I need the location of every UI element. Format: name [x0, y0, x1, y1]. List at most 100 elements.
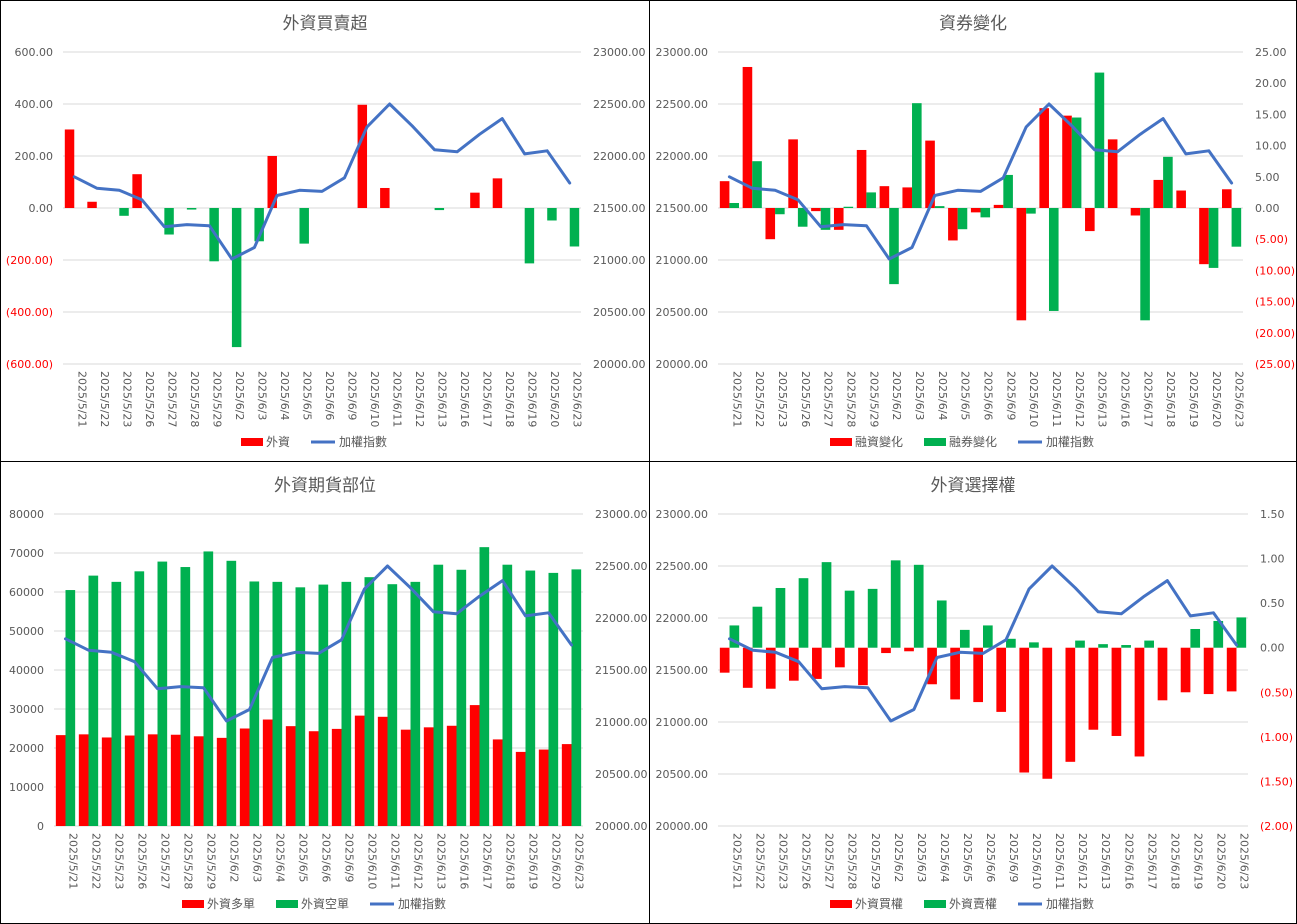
legend-label: 外資賣權	[949, 896, 997, 911]
bar	[423, 727, 434, 826]
bar	[1231, 208, 1242, 247]
foreign-net-buy-chart: 外資買賣超 (600.00) (400.00) (200.00) 0.00 200.00 4…	[0, 0, 650, 462]
bar	[134, 571, 145, 826]
right-axis-tick-label: 23000.00	[595, 508, 648, 521]
legend-bar-swatch	[241, 438, 263, 446]
legend-bar-swatch	[276, 900, 298, 908]
bar	[1199, 208, 1209, 265]
bar	[1157, 647, 1168, 701]
left-axis-tick-label: 20500.00	[656, 768, 709, 781]
legend-bar-swatch	[924, 438, 946, 446]
right-axis-tick-label: 0.00	[1255, 202, 1280, 215]
foreign-options-svg: 外資選擇權 20000.00 20500.00 21000.00 21500.00 220…	[656, 476, 1294, 911]
left-axis-tick-label: 22000.00	[656, 612, 709, 625]
right-axis-tick-label: 0.00	[1260, 642, 1285, 655]
legend-label: 加權指數	[1046, 434, 1094, 449]
legend: 融資變化 融券變化 加權指數	[830, 434, 1094, 449]
bar	[844, 590, 855, 648]
bar	[1062, 115, 1072, 208]
bar	[88, 575, 99, 826]
bar	[1176, 190, 1186, 208]
bar	[996, 647, 1007, 712]
legend-label: 外資空單	[301, 897, 349, 911]
left-axis-tick-label: 400.00	[15, 98, 54, 111]
bar	[87, 201, 97, 208]
bar	[524, 208, 535, 264]
date-tick-label: 2025/6/13	[1096, 371, 1109, 427]
date-tick-label: 2025/5/23	[777, 833, 790, 889]
legend-label: 外資	[266, 435, 290, 449]
bar	[752, 606, 763, 648]
left-axis-tick-label: 0.00	[29, 202, 54, 215]
date-tick-label: 2025/5/23	[120, 371, 133, 427]
right-axis-tick-label: 20.00	[1255, 77, 1287, 90]
bar	[904, 647, 914, 652]
bar	[193, 736, 204, 826]
bar	[525, 570, 536, 826]
bar	[502, 564, 513, 826]
bar	[1111, 647, 1122, 736]
left-axis-tick-label: 600.00	[15, 46, 54, 59]
bar	[993, 204, 1004, 208]
bar	[285, 726, 296, 826]
bar	[1075, 640, 1085, 648]
date-tick-label: 2025/5/28	[182, 833, 195, 889]
legend-bar-swatch	[924, 900, 946, 908]
date-tick-label: 2025/6/5	[961, 833, 974, 882]
bar	[934, 206, 945, 208]
bar	[1003, 174, 1013, 208]
date-tick-label: 2025/6/13	[436, 371, 449, 427]
date-tick-label: 2025/6/9	[1007, 833, 1020, 882]
bar	[1088, 647, 1099, 730]
foreign-options-chart: 外資選擇權 20000.00 20500.00 21000.00 21500.00 220…	[649, 461, 1297, 924]
bar	[913, 564, 924, 648]
bar	[1098, 644, 1108, 648]
date-tick-label: 2025/6/4	[938, 833, 951, 882]
date-tick-label: 2025/6/16	[1122, 833, 1135, 889]
index-line	[64, 564, 573, 723]
bar	[272, 581, 283, 826]
bar	[858, 647, 868, 686]
bar	[1006, 638, 1016, 648]
foreign-net-buy-svg: 外資買賣超 (600.00) (400.00) (200.00) 0.00 200.00 4…	[6, 14, 646, 449]
date-tick-label: 2025/6/12	[413, 371, 426, 427]
legend-label: 外資買權	[855, 897, 903, 911]
right-axis-tick-label: (25.00)	[1255, 358, 1295, 371]
index-line	[72, 102, 572, 261]
bar	[742, 66, 753, 208]
bar	[64, 129, 75, 208]
date-tick-label: 2025/6/11	[391, 371, 404, 427]
chart-title: 資券變化	[939, 14, 1007, 34]
bar	[433, 564, 444, 826]
bar	[111, 581, 122, 826]
date-tick-label: 2025/6/17	[481, 371, 494, 427]
legend-label: 加權指數	[339, 434, 387, 449]
date-tick-label: 2025/6/11	[1053, 833, 1066, 889]
bar	[729, 625, 740, 648]
right-axis-tick-label: 21500.00	[593, 202, 646, 215]
bar	[203, 551, 214, 826]
bar	[820, 208, 831, 230]
legend-bar-swatch	[830, 438, 852, 446]
bar	[262, 719, 273, 826]
date-tick-label: 2025/5/27	[823, 833, 836, 889]
right-axis-tick-label: 1.00	[1260, 553, 1285, 566]
date-tick-label: 2025/6/10	[1030, 833, 1043, 889]
foreign-futures-position-svg: 外資期貨部位 0 10000 20000 30000 40000 50000 60000 700…	[9, 476, 648, 911]
date-tick-label: 2025/5/29	[210, 371, 223, 427]
bar	[456, 569, 467, 826]
left-axis-tick-label: (600.00)	[6, 358, 53, 371]
left-axis-tick-label: 30000	[9, 703, 44, 716]
left-axis-tick-label: 40000	[9, 664, 44, 677]
bar	[164, 208, 174, 235]
left-axis-tick-label: 21500.00	[656, 664, 709, 677]
bar	[1236, 617, 1247, 648]
legend: 外資 加權指數	[241, 434, 387, 449]
date-tick-label: 2025/6/16	[458, 833, 471, 889]
bar	[1144, 640, 1154, 648]
bar	[377, 716, 388, 826]
margin-short-change-chart: 資券變化 20000.00 20500.00 21000.00 21500.00 2200…	[649, 0, 1297, 462]
date-tick-label: 2025/6/3	[915, 833, 928, 882]
bar	[765, 208, 776, 240]
date-tick-label: 2025/6/3	[255, 371, 268, 420]
